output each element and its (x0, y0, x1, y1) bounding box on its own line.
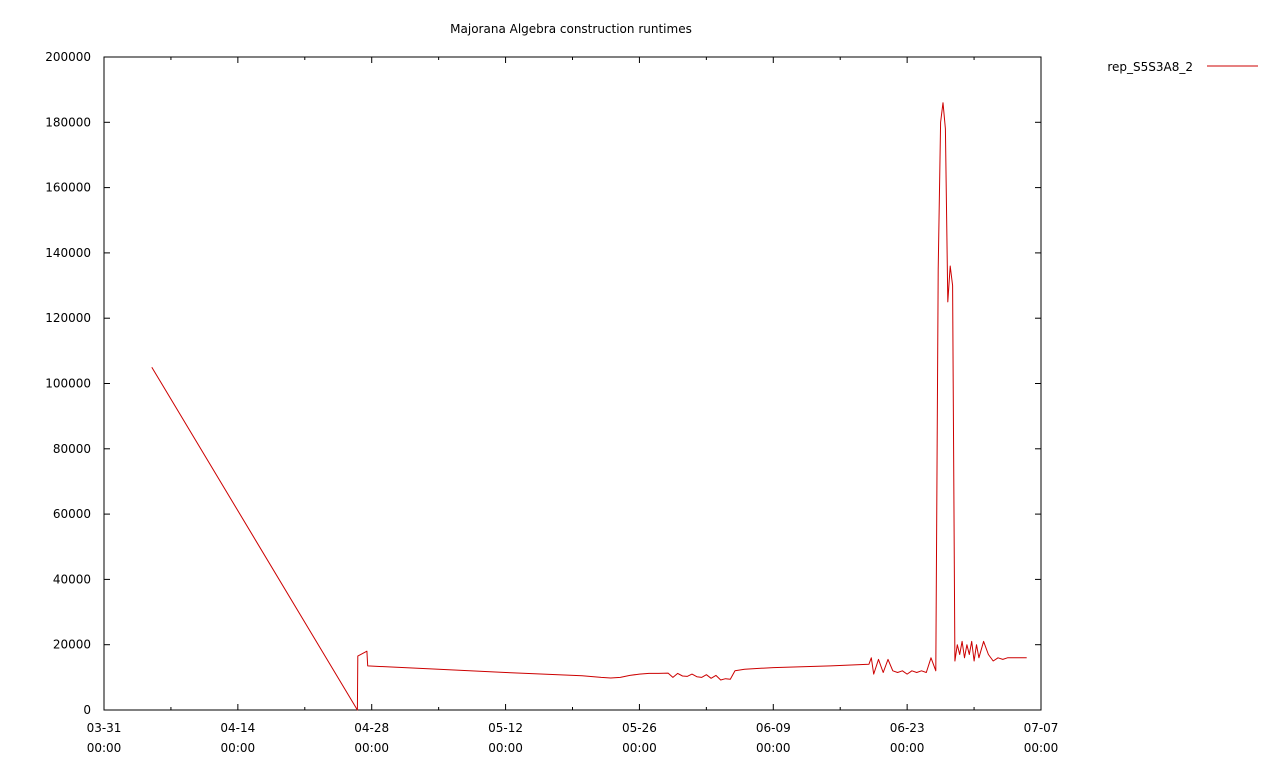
y-tick-label: 60000 (53, 507, 91, 521)
y-tick-label: 0 (83, 703, 91, 717)
x-tick-label-time: 00:00 (622, 741, 657, 755)
y-tick-label: 80000 (53, 442, 91, 456)
chart-title: Majorana Algebra construction runtimes (450, 22, 692, 36)
x-tick-label-date: 06-09 (756, 721, 791, 735)
x-tick-label-time: 00:00 (488, 741, 523, 755)
x-tick-label-time: 00:00 (221, 741, 256, 755)
x-tick-label-date: 07-07 (1024, 721, 1059, 735)
x-axis: 03-31 00:00 04-14 00:00 04-28 00:00 05-12 00:00… (87, 57, 1059, 755)
x-tick-label-date: 06-23 (890, 721, 925, 735)
y-tick-label: 120000 (45, 311, 91, 325)
y-tick-label: 200000 (45, 50, 91, 64)
x-tick-label-time: 00:00 (87, 741, 122, 755)
y-tick-label: 180000 (45, 115, 91, 129)
x-tick-label-time: 00:00 (1024, 741, 1059, 755)
y-tick-label: 40000 (53, 572, 91, 586)
x-tick-label-date: 05-12 (488, 721, 523, 735)
x-tick-label-time: 00:00 (890, 741, 925, 755)
y-tick-label: 140000 (45, 246, 91, 260)
x-tick-label-date: 04-14 (220, 721, 255, 735)
x-tick-label-time: 00:00 (354, 741, 389, 755)
x-tick-label-date: 03-31 (87, 721, 122, 735)
y-tick-label: 100000 (45, 377, 91, 391)
legend: rep_S5S3A8_2 (1107, 60, 1258, 74)
x-tick-label-date: 04-28 (354, 721, 389, 735)
x-tick-label-date: 05-26 (622, 721, 657, 735)
legend-label: rep_S5S3A8_2 (1107, 60, 1193, 74)
y-tick-label: 20000 (53, 638, 91, 652)
plot-frame (103, 56, 1042, 711)
x-tick-label-time: 00:00 (756, 741, 791, 755)
series-line (151, 102, 1027, 711)
y-axis: 0 20000 40000 60000 80000 100000 120000 140000 1… (45, 50, 1041, 717)
y-tick-label: 160000 (45, 181, 91, 195)
series-layer (151, 102, 1027, 711)
